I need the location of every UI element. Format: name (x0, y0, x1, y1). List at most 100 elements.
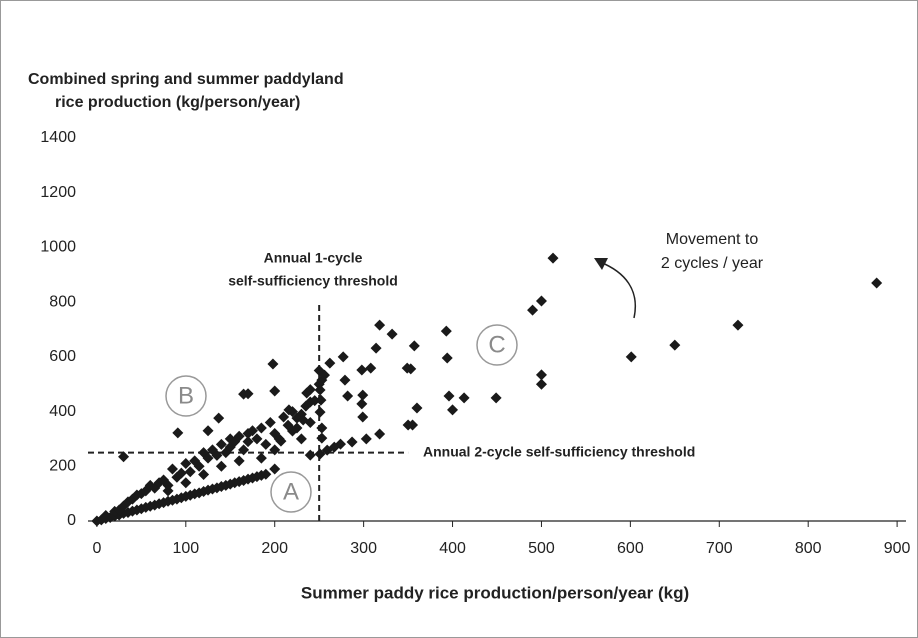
point (458, 392, 470, 404)
point (360, 433, 372, 445)
point (669, 339, 681, 351)
y-tick-label: 600 (49, 348, 76, 365)
point (337, 351, 349, 363)
point (443, 390, 455, 402)
point (401, 362, 413, 374)
annotation: Annual 1-cycle (264, 250, 363, 266)
point (535, 378, 547, 390)
point (547, 252, 559, 264)
point (198, 468, 210, 480)
y-tick-label: 0 (67, 512, 76, 529)
arrow (599, 261, 636, 319)
point (184, 466, 196, 478)
point (304, 396, 316, 408)
point (408, 340, 420, 352)
chart-title: Combined spring and summer paddyland (28, 71, 344, 88)
point (193, 460, 205, 472)
point (625, 351, 637, 363)
point (374, 319, 386, 331)
region-a: A (270, 471, 312, 513)
annotation: Annual 2-cycle self-sufficiency threshol… (423, 444, 695, 460)
point (407, 419, 419, 431)
region-label: B (178, 382, 194, 409)
point (314, 406, 326, 418)
point (386, 328, 398, 340)
point (215, 438, 227, 450)
point (527, 304, 539, 316)
x-tick-label: 700 (706, 540, 733, 557)
point (260, 468, 272, 480)
point (365, 362, 377, 374)
point (211, 449, 223, 461)
x-tick-label: 0 (92, 540, 101, 557)
y-tick-label: 200 (49, 458, 76, 475)
point (251, 433, 263, 445)
point (242, 436, 254, 448)
point (871, 277, 883, 289)
point (215, 460, 227, 472)
point (180, 477, 192, 489)
point (264, 417, 276, 429)
point (269, 444, 281, 456)
x-tick-label: 800 (795, 540, 822, 557)
point (356, 398, 368, 410)
x-tick-label: 400 (439, 540, 466, 557)
point (490, 392, 502, 404)
point (314, 384, 326, 396)
point (275, 435, 287, 447)
point (304, 449, 316, 461)
point (732, 319, 744, 331)
point (324, 357, 336, 369)
point (233, 430, 245, 442)
point (260, 438, 272, 450)
y-tick-label: 400 (49, 403, 76, 420)
region-label: C (488, 331, 505, 358)
point (238, 388, 250, 400)
point (315, 394, 327, 406)
point (213, 412, 225, 424)
point (316, 432, 328, 444)
region-label: A (283, 478, 299, 505)
x-axis-title: Summer paddy rice production/person/year… (301, 583, 689, 602)
point (118, 451, 130, 463)
point (411, 402, 423, 414)
point (233, 455, 245, 467)
point (301, 387, 313, 399)
point (447, 404, 459, 416)
point (314, 448, 326, 460)
point (356, 364, 368, 376)
point (246, 425, 258, 437)
y-tick-label: 1000 (40, 239, 76, 256)
point (255, 452, 267, 464)
point (339, 374, 351, 386)
point (319, 369, 331, 381)
point (535, 369, 547, 381)
point (346, 436, 358, 448)
point (440, 325, 452, 337)
point (297, 414, 309, 426)
annotation: Movement to (666, 231, 759, 248)
annotation: 2 cycles / year (661, 255, 764, 272)
point (238, 444, 250, 456)
region-c: C (476, 324, 518, 366)
point (202, 452, 214, 464)
point (342, 390, 354, 402)
point (175, 467, 187, 479)
y-tick-label: 1200 (40, 184, 76, 201)
point (441, 352, 453, 364)
point (287, 425, 298, 437)
annotation: self-sufficiency threshold (228, 273, 398, 289)
point (269, 385, 281, 397)
y-tick-label: 1400 (40, 129, 76, 146)
point (295, 433, 307, 445)
arrow-head (594, 258, 608, 270)
point (357, 411, 369, 423)
x-tick-label: 100 (172, 540, 199, 557)
x-tick-label: 600 (617, 540, 644, 557)
point (370, 342, 382, 354)
point (269, 463, 281, 475)
point (535, 295, 547, 307)
point (316, 422, 328, 434)
